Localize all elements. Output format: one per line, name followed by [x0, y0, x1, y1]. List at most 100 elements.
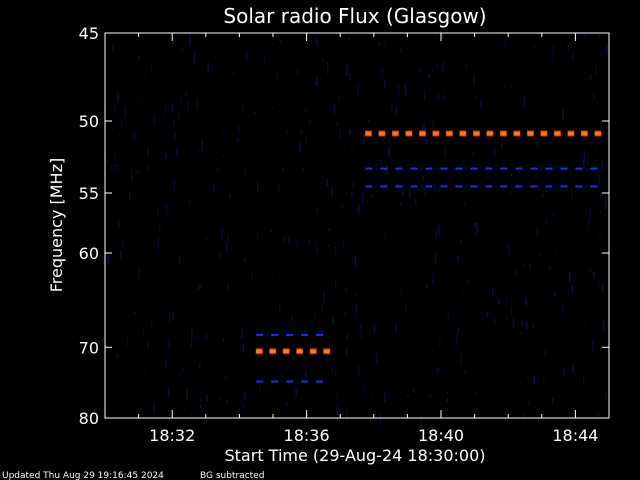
noise-speck: [433, 183, 436, 194]
noise-speck: [508, 243, 510, 254]
noise-speck: [213, 184, 215, 194]
footer-bg-note: BG subtracted: [200, 471, 264, 480]
band-segment: [365, 185, 373, 188]
x-tick-label: 18:36: [284, 426, 330, 445]
noise-speck: [422, 124, 424, 134]
noise-speck: [504, 42, 506, 50]
noise-speck: [395, 106, 398, 116]
noise-speck: [126, 336, 129, 349]
noise-speck: [591, 340, 594, 352]
noise-speck: [282, 167, 284, 171]
noise-speck: [357, 364, 360, 376]
noise-speck: [304, 107, 307, 114]
noise-speck: [567, 44, 569, 50]
band-segment: [405, 131, 412, 136]
noise-speck: [242, 102, 244, 113]
noise-speck: [150, 318, 153, 329]
noise-speck: [245, 50, 248, 61]
band-segment: [527, 131, 534, 136]
noise-speck: [589, 206, 592, 218]
noise-speck: [222, 338, 225, 343]
noise-speck: [328, 244, 330, 247]
noise-speck: [593, 93, 595, 101]
noise-speck: [408, 187, 411, 198]
plot-frame: [104, 32, 610, 419]
noise-speck: [412, 388, 415, 393]
noise-speck: [420, 414, 422, 425]
noise-speck: [138, 55, 140, 62]
noise-speck: [519, 380, 521, 385]
noise-speck: [131, 175, 133, 182]
noise-speck: [397, 90, 400, 98]
band-segment: [301, 333, 309, 336]
noise-speck: [321, 387, 323, 392]
noise-speck: [586, 158, 588, 165]
noise-speck: [286, 401, 288, 408]
noise-speck: [506, 316, 508, 319]
band-segment: [486, 131, 493, 136]
noise-speck: [436, 369, 438, 374]
noise-speck: [473, 74, 475, 85]
band-segment: [500, 167, 508, 170]
noise-speck: [520, 332, 522, 335]
noise-speck: [429, 394, 431, 398]
noise-speck: [371, 396, 373, 399]
noise-speck: [168, 338, 170, 350]
noise-speck: [171, 102, 174, 113]
noise-speck: [598, 35, 600, 38]
noise-speck: [412, 180, 414, 184]
noise-speck: [110, 164, 113, 173]
noise-speck: [442, 62, 444, 71]
noise-speck: [276, 73, 278, 83]
noise-speck: [402, 191, 404, 196]
noise-speck: [588, 231, 591, 234]
noise-speck: [328, 228, 330, 231]
noise-speck: [361, 335, 363, 339]
noise-speck: [515, 269, 517, 277]
band-segment: [485, 167, 493, 170]
noise-speck: [341, 202, 343, 209]
noise-speck: [354, 53, 356, 58]
noise-speck: [597, 411, 599, 417]
noise-speck: [190, 47, 192, 51]
band-segment: [530, 167, 538, 170]
noise-speck: [381, 67, 383, 76]
noise-speck: [188, 200, 191, 205]
noise-speck: [504, 39, 507, 49]
noise-speck: [345, 192, 348, 195]
noise-speck: [198, 150, 201, 153]
noise-speck: [189, 34, 191, 45]
noise-speck: [583, 149, 585, 161]
noise-speck: [262, 347, 264, 355]
noise-speck: [360, 326, 362, 332]
noise-speck: [595, 64, 597, 76]
noise-speck: [533, 375, 536, 386]
noise-speck: [278, 275, 281, 279]
noise-speck: [242, 402, 244, 410]
band-segment: [515, 167, 523, 170]
noise-speck: [355, 303, 358, 314]
noise-speck: [225, 373, 227, 381]
noise-speck: [147, 146, 149, 157]
y-tick-label: 50: [79, 112, 99, 131]
noise-speck: [206, 393, 208, 402]
noise-speck: [237, 394, 239, 399]
noise-speck: [466, 279, 468, 284]
noise-speck: [529, 262, 531, 270]
noise-speck: [197, 336, 199, 339]
noise-speck: [521, 319, 523, 327]
band-segment: [269, 349, 276, 354]
noise-speck: [315, 80, 317, 86]
noise-speck: [506, 299, 508, 303]
noise-speck: [598, 174, 600, 184]
noise-speck: [308, 240, 310, 246]
noise-speck: [118, 218, 120, 229]
noise-speck: [444, 146, 447, 157]
band-segment: [323, 349, 330, 354]
spectral-bands: [255, 130, 602, 383]
footer-updated-timestamp: Updated Thu Aug 29 19:16:45 2024: [2, 471, 164, 480]
noise-speck: [417, 87, 419, 91]
noise-speck: [543, 373, 545, 383]
noise-speck: [167, 388, 170, 398]
noise-speck: [592, 377, 595, 382]
